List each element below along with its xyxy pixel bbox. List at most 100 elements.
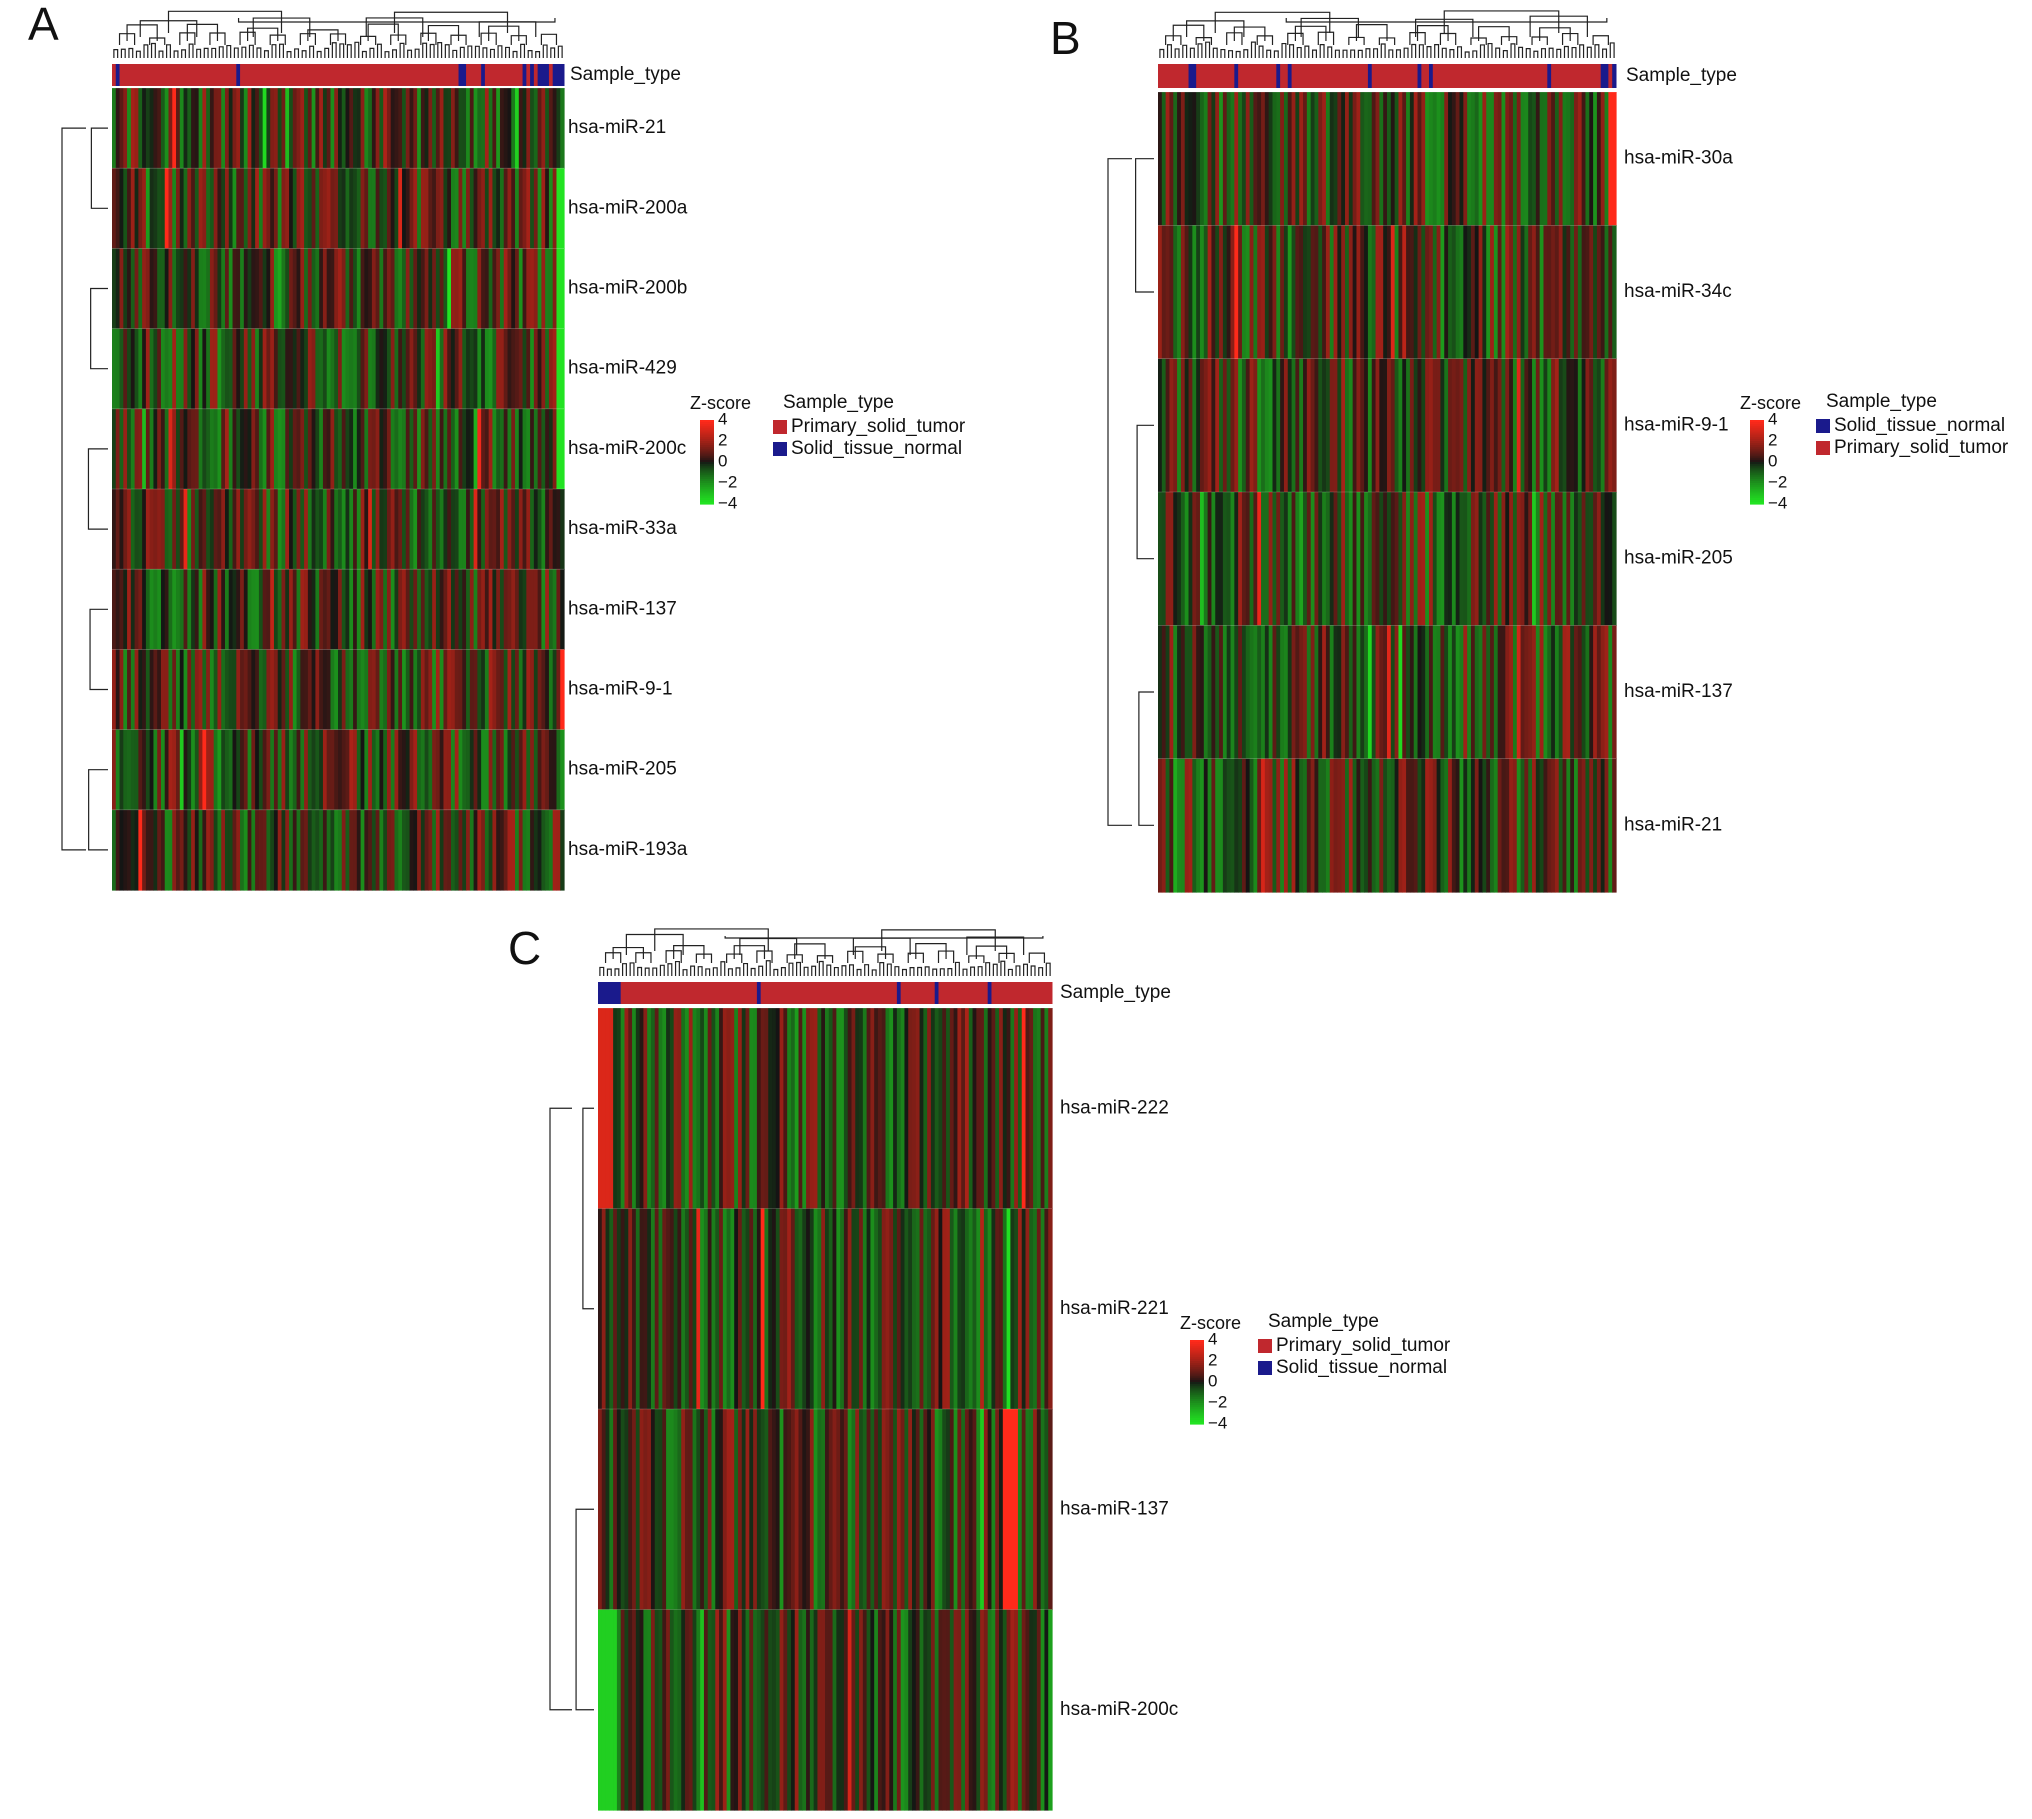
heatmap-cell	[1413, 225, 1419, 360]
heatmap-cell	[556, 88, 561, 169]
heatmap-cell	[999, 1008, 1004, 1210]
heatmap-cell	[123, 489, 128, 570]
dendrogram-link	[673, 945, 705, 959]
heatmap-cell	[492, 328, 497, 410]
annotation-cell	[628, 982, 633, 1004]
heatmap-cell	[368, 809, 373, 891]
colorbar-step	[1190, 1350, 1204, 1354]
heatmap-cell	[522, 248, 527, 330]
heatmap-cell	[390, 408, 396, 490]
annotation-cell	[991, 982, 996, 1004]
annotation-cell	[654, 982, 660, 1004]
annotation-cell	[507, 64, 512, 86]
heatmap-cell	[202, 408, 207, 490]
heatmap-cell	[1257, 492, 1262, 626]
heatmap-cell	[443, 248, 448, 330]
heatmap-cell	[783, 1609, 788, 1811]
heatmap-cell	[145, 88, 151, 169]
dendrogram-link	[1174, 48, 1180, 58]
annotation-cell	[1048, 982, 1053, 1004]
dendrogram-link	[1548, 47, 1554, 58]
heatmap-cell	[398, 649, 403, 731]
heatmap-cell	[1173, 92, 1178, 226]
heatmap-cell	[1451, 492, 1457, 626]
heatmap-cell	[1585, 92, 1590, 226]
annotation-cell	[1470, 64, 1476, 88]
colorbar-step	[1750, 434, 1764, 438]
heatmap-cell	[1528, 625, 1533, 760]
heatmap-cell	[243, 729, 249, 811]
heatmap-cell	[481, 809, 486, 891]
heatmap-cell	[402, 88, 407, 169]
heatmap-cell	[1158, 758, 1163, 893]
dendrogram-link	[652, 967, 658, 976]
heatmap-cell	[548, 408, 554, 490]
dendrogram-link	[367, 23, 399, 41]
dendrogram-root	[1285, 18, 1608, 23]
heatmap-cell	[206, 408, 211, 490]
heatmap-cell	[1425, 625, 1430, 760]
colorbar-step	[700, 493, 714, 497]
heatmap-cell	[115, 729, 121, 811]
annotation-cell	[499, 64, 505, 86]
heatmap-cell	[379, 489, 384, 570]
heatmap-cell	[673, 1208, 679, 1410]
heatmap-cell	[417, 569, 422, 650]
dendrogram-link	[150, 42, 156, 58]
annotation-cell	[307, 64, 313, 86]
annotation-cell	[722, 982, 728, 1004]
heatmap-cell	[518, 328, 524, 410]
heatmap-cell	[277, 649, 283, 731]
annotation-cell	[1310, 64, 1315, 88]
heatmap-cell	[1570, 225, 1575, 360]
heatmap-cell	[311, 88, 316, 169]
heatmap-cell	[1509, 758, 1514, 893]
heatmap-cell	[417, 489, 422, 570]
heatmap-cell	[968, 1409, 974, 1611]
heatmap-cell	[548, 328, 554, 410]
heatmap-cell	[424, 248, 429, 330]
heatmap-cell	[1509, 625, 1514, 760]
dendrogram-link	[527, 50, 533, 58]
column-dendrogram	[1159, 10, 1615, 58]
heatmap-cell	[1428, 492, 1434, 626]
heatmap-cell	[1329, 92, 1335, 226]
heatmap-cell	[1421, 758, 1426, 893]
dendrogram-link	[1592, 35, 1609, 45]
heatmap-cell	[112, 248, 117, 330]
annotation-cell	[285, 64, 290, 86]
dendrogram-link	[203, 47, 209, 58]
colorbar-step	[700, 464, 714, 467]
heatmap-cell	[240, 569, 245, 650]
heatmap-cell	[1002, 1609, 1008, 1811]
heatmap-cell	[1577, 358, 1583, 493]
heatmap-cell	[1314, 492, 1319, 626]
annotation-cell	[847, 982, 852, 1004]
heatmap-cell	[258, 328, 264, 410]
annotation-cell	[889, 982, 894, 1004]
heatmap-cell	[647, 1208, 652, 1410]
heatmap-cell	[149, 248, 155, 330]
heatmap-cell	[1371, 492, 1377, 626]
heatmap-cell	[168, 168, 173, 249]
heatmap-cell	[1554, 225, 1560, 360]
heatmap-cell	[908, 1609, 913, 1811]
heatmap-cell	[435, 489, 441, 570]
annotation-cell	[1608, 64, 1613, 88]
heatmap-cell	[515, 248, 520, 330]
heatmap-cell	[741, 1208, 747, 1410]
heatmap-cell	[1203, 758, 1209, 893]
annotation-cell	[1501, 64, 1506, 88]
heatmap-cell	[1173, 758, 1178, 893]
annotation-cell	[537, 64, 542, 86]
heatmap-cell	[874, 1208, 879, 1410]
heatmap-cell	[1566, 92, 1571, 226]
dendrogram-link	[1273, 50, 1279, 58]
heatmap-cell	[666, 1609, 671, 1811]
annotation-cell	[662, 982, 667, 1004]
annotation-cell	[968, 982, 974, 1004]
heatmap-cell	[537, 809, 542, 891]
annotation-cell	[511, 64, 516, 86]
heatmap-cell	[1482, 92, 1487, 226]
heatmap-cell	[153, 569, 158, 650]
